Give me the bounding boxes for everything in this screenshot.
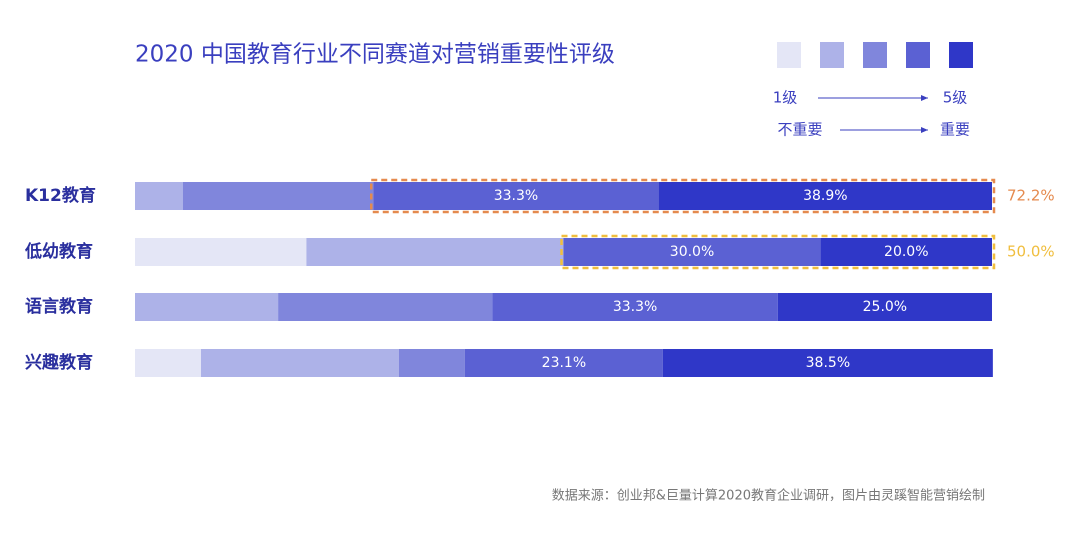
source-note: 数据来源：创业邦&巨量计算2020教育企业调研，图片由灵蹊智能营销绘制 [552, 488, 985, 504]
bar-segment [200, 349, 399, 377]
bar-segment [182, 182, 374, 210]
bar-segment [563, 238, 821, 266]
data-label: 23.1% [542, 355, 586, 371]
legend-swatch [949, 42, 973, 68]
highlight-label: 50.0% [1007, 243, 1055, 261]
data-label: 33.3% [613, 299, 657, 315]
legend-high: 5级 [943, 89, 968, 107]
bar-segment [820, 238, 992, 266]
data-label: 33.3% [494, 188, 538, 204]
legend-low-desc: 不重要 [777, 121, 822, 139]
legend-swatch [906, 42, 930, 68]
highlight-box [369, 178, 996, 214]
bar-segment [135, 182, 183, 210]
data-label: 20.0% [884, 244, 928, 260]
data-label: 38.9% [803, 188, 847, 204]
legend-high-desc: 重要 [940, 121, 970, 139]
bar-segment [135, 293, 279, 321]
bar-segment [135, 238, 307, 266]
bar-segment [777, 293, 992, 321]
legend-swatch [820, 42, 844, 68]
category-label: K12教育 [25, 185, 96, 206]
data-label: 30.0% [670, 244, 714, 260]
legend-swatch [777, 42, 801, 68]
bar-segment [306, 238, 564, 266]
bar-segment [662, 349, 993, 377]
data-label: 25.0% [863, 299, 907, 315]
bar-segment [278, 293, 493, 321]
chart-title: 2020 中国教育行业不同赛道对营销重要性评级 [135, 42, 615, 68]
highlight-box [560, 234, 996, 270]
category-label: 兴趣教育 [25, 352, 93, 373]
legend-low: 1级 [773, 89, 798, 107]
bar-segment [464, 349, 663, 377]
bar-segment [135, 349, 201, 377]
data-label: 38.5% [806, 355, 850, 371]
bar-segment [492, 293, 778, 321]
category-label: 低幼教育 [24, 241, 93, 262]
highlight-label: 72.2% [1007, 187, 1055, 205]
bar-segment [373, 182, 659, 210]
bar-segment [658, 182, 992, 210]
legend-swatch [863, 42, 887, 68]
category-label: 语言教育 [25, 296, 93, 317]
bar-segment [398, 349, 465, 377]
